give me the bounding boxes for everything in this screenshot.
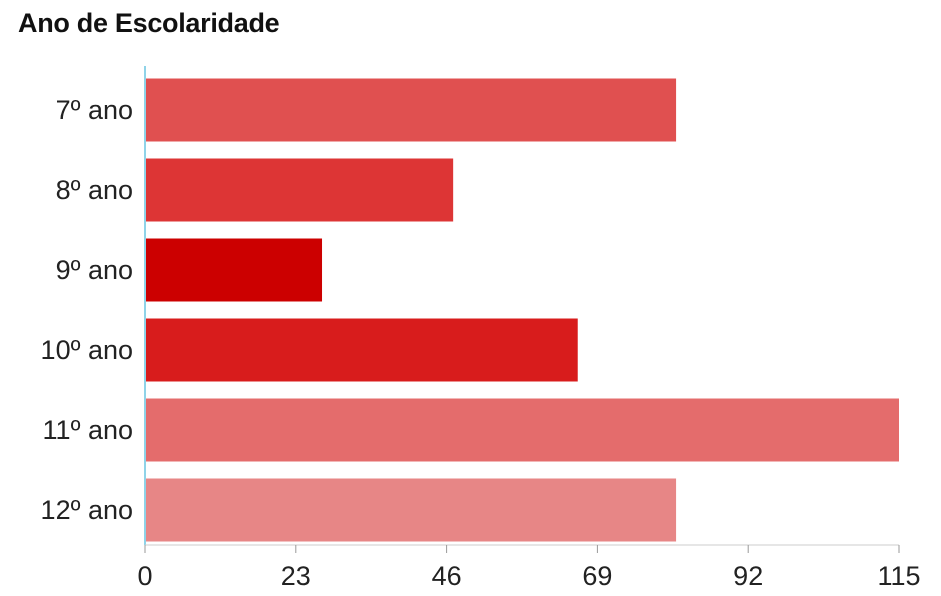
category-label-6: 12º ano xyxy=(41,495,133,525)
category-label-3: 9º ano xyxy=(56,255,133,285)
category-label-1: 7º ano xyxy=(56,95,133,125)
x-axis-ticks: 0 23 46 69 92 115 xyxy=(137,545,921,591)
bar-3 xyxy=(145,238,323,302)
bar-1 xyxy=(145,78,677,142)
x-tick-label-4: 69 xyxy=(582,561,612,591)
chart-title: Ano de Escolaridade xyxy=(18,8,280,38)
category-label-5: 11º ano xyxy=(43,415,133,445)
category-label-4: 10º ano xyxy=(41,335,133,365)
category-label-2: 8º ano xyxy=(56,175,133,205)
bar-6 xyxy=(145,478,677,542)
bar-5 xyxy=(145,398,899,462)
x-tick-label-5: 92 xyxy=(733,561,763,591)
x-tick-label-6: 115 xyxy=(877,561,920,591)
category-labels: 7º ano 8º ano 9º ano 10º ano 11º ano 12º ano xyxy=(41,95,133,525)
bar-2 xyxy=(145,158,454,222)
x-tick-label-1: 0 xyxy=(137,561,152,591)
x-tick-label-2: 23 xyxy=(281,561,311,591)
x-tick-label-3: 46 xyxy=(432,561,462,591)
bars-group xyxy=(145,78,899,542)
bar-4 xyxy=(145,318,578,382)
